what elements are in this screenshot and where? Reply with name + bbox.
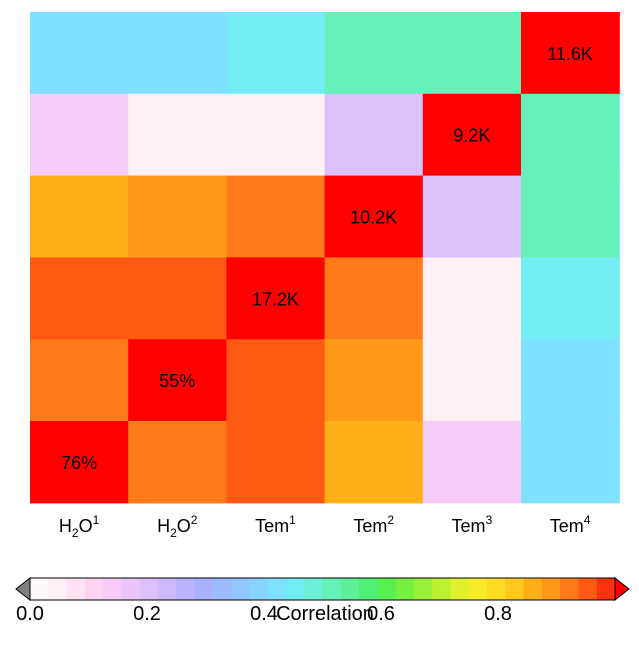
heatmap-cell bbox=[30, 93, 129, 177]
colorbar-tick-label: 0.6 bbox=[367, 603, 395, 625]
heatmap-cell bbox=[324, 257, 424, 340]
colorbar-bin bbox=[285, 578, 305, 600]
colorbar-bin bbox=[413, 578, 433, 600]
heatmap-cells bbox=[30, 12, 620, 504]
colorbar-bin bbox=[66, 578, 86, 600]
heatmap-cell bbox=[521, 175, 620, 258]
colorbar-bin bbox=[340, 578, 360, 600]
column-label: Tem2 bbox=[353, 513, 394, 536]
heatmap-cell bbox=[521, 257, 620, 340]
heatmap-diagonal-cell bbox=[521, 12, 620, 95]
colorbar-over-arrow bbox=[614, 576, 630, 602]
colorbar-bin bbox=[432, 578, 451, 600]
colorbar-tick-label: 0.2 bbox=[133, 603, 161, 625]
colorbar-tick-labels: 0.0 0.2 0.4 0.6 0.8 bbox=[16, 603, 512, 625]
heatmap-cell bbox=[30, 12, 129, 95]
colorbar-bin bbox=[30, 578, 49, 600]
heatmap-cell bbox=[324, 421, 424, 504]
colorbar-bin bbox=[157, 578, 177, 600]
heatmap-diagonal-label: 9.2K bbox=[453, 126, 490, 146]
heatmap-diagonal-labels: 11.6K 9.2K 10.2K 17.2K 55% 76% bbox=[61, 44, 593, 473]
heatmap-diagonal-cell bbox=[226, 257, 326, 340]
colorbar-bin bbox=[139, 578, 159, 600]
heatmap-diagonal-label: 17.2K bbox=[252, 289, 299, 309]
colorbar-bin bbox=[194, 578, 214, 600]
heatmap-diagonal-cell bbox=[30, 421, 129, 504]
heatmap-cell bbox=[422, 339, 522, 422]
colorbar-bin bbox=[560, 578, 579, 600]
heatmap-diagonal-label: 10.2K bbox=[350, 208, 397, 228]
heatmap-diagonal-cell bbox=[128, 339, 227, 422]
colorbar-bin bbox=[541, 578, 561, 600]
heatmap-cell bbox=[226, 175, 326, 258]
colorbar-bin bbox=[212, 578, 232, 600]
heatmap-diagonal-label: 11.6K bbox=[547, 44, 593, 64]
colorbar-bin bbox=[359, 578, 378, 600]
colorbar-bin bbox=[505, 578, 524, 600]
heatmap-diagonal-cell bbox=[324, 175, 424, 258]
heatmap-cell bbox=[128, 257, 227, 340]
colorbar-tick-label: 0.0 bbox=[16, 603, 44, 625]
heatmap-cell bbox=[521, 93, 620, 177]
colorbar-frame bbox=[29, 577, 616, 601]
column-label: Tem3 bbox=[452, 513, 493, 536]
colorbar-bin bbox=[304, 578, 323, 600]
colorbar-bin bbox=[487, 578, 506, 600]
colorbar-bin bbox=[176, 578, 195, 600]
column-label: Tem1 bbox=[255, 513, 296, 536]
heatmap-cell bbox=[128, 421, 227, 504]
colorbar-bin bbox=[267, 578, 287, 600]
colorbar-tick-label: 0.8 bbox=[484, 603, 512, 625]
colorbar-bin bbox=[578, 578, 598, 600]
colorbar-bin bbox=[450, 578, 470, 600]
heatmap-cell bbox=[226, 339, 326, 422]
heatmap-diagonal-cell bbox=[422, 93, 522, 177]
colorbar-bin bbox=[596, 578, 616, 600]
colorbar-bin bbox=[48, 578, 67, 600]
colorbar-bin bbox=[121, 578, 141, 600]
heatmap-cell bbox=[324, 93, 424, 177]
column-label: H2O1 bbox=[59, 513, 100, 540]
column-label: Tem4 bbox=[550, 513, 591, 536]
heatmap-diagonal-label: 76% bbox=[61, 453, 97, 473]
colorbar-bin bbox=[523, 578, 543, 600]
heatmap-cell bbox=[422, 175, 522, 258]
heatmap-cell bbox=[521, 339, 620, 422]
colorbar-bin bbox=[395, 578, 415, 600]
colorbar-under-arrow bbox=[15, 576, 31, 602]
colorbar-bin bbox=[231, 578, 250, 600]
heatmap-cell bbox=[324, 12, 424, 95]
colorbar-bin bbox=[84, 578, 104, 600]
heatmap-cell bbox=[226, 93, 326, 177]
heatmap-cell bbox=[30, 339, 129, 422]
heatmap-cell bbox=[521, 421, 620, 504]
colorbar-bins bbox=[15, 576, 630, 602]
colorbar-label: Correlation bbox=[276, 603, 374, 625]
column-label: H2O2 bbox=[157, 513, 198, 540]
colorbar-bin bbox=[377, 578, 397, 600]
heatmap-diagonal-label: 55% bbox=[159, 371, 195, 391]
colorbar-bin bbox=[249, 578, 269, 600]
heatmap-cell bbox=[422, 257, 522, 340]
heatmap-cell bbox=[226, 12, 326, 95]
heatmap-cell bbox=[128, 175, 227, 258]
colorbar-bin bbox=[322, 578, 342, 600]
colorbar: 0.0 0.2 0.4 0.6 0.8 Correlation bbox=[15, 576, 630, 625]
colorbar-tick-label: 0.4 bbox=[250, 603, 278, 625]
colorbar-bin bbox=[468, 578, 488, 600]
heatmap-column-labels: H2O1 H2O2 Tem1 Tem2 Tem3 Tem4 bbox=[59, 513, 591, 540]
heatmap-cell bbox=[30, 257, 129, 340]
heatmap-cell bbox=[128, 12, 227, 95]
heatmap-cell bbox=[422, 421, 522, 504]
heatmap-cell bbox=[226, 421, 326, 504]
heatmap-cell bbox=[324, 339, 424, 422]
heatmap-cell bbox=[30, 175, 129, 258]
heatmap-cell bbox=[128, 93, 227, 177]
heatmap-cell bbox=[422, 12, 522, 95]
colorbar-bin bbox=[103, 578, 122, 600]
